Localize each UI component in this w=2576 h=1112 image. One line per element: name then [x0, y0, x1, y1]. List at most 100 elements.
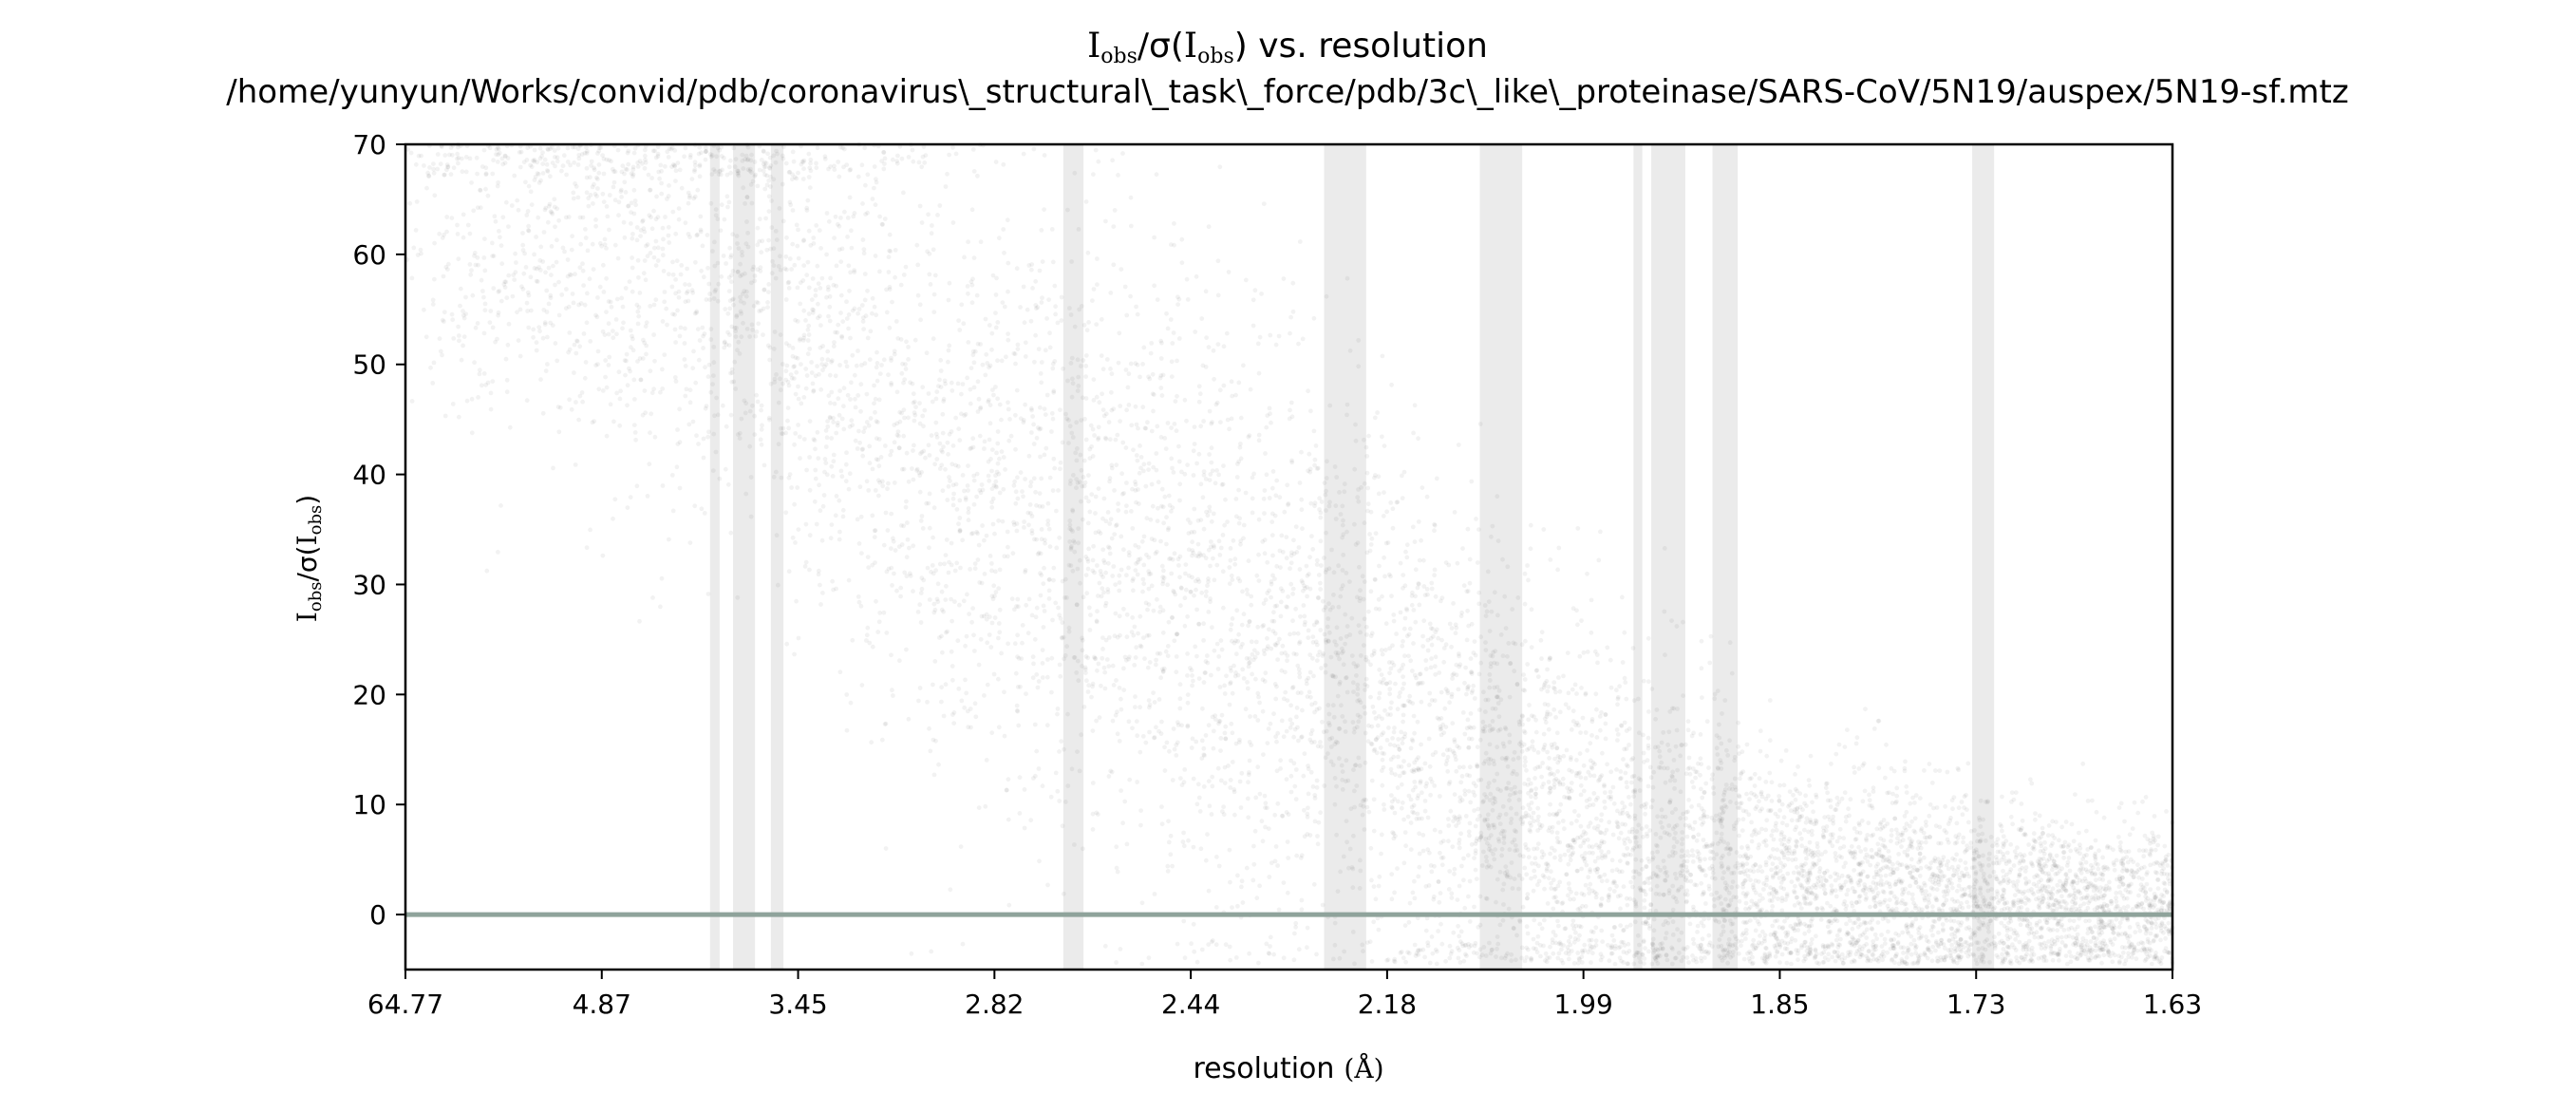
data-point: [549, 244, 555, 249]
data-point: [806, 228, 812, 234]
data-point: [2057, 958, 2061, 963]
data-point: [975, 557, 981, 562]
data-point: [911, 477, 916, 482]
data-point: [1777, 942, 1782, 947]
data-point: [1608, 794, 1613, 800]
data-point: [999, 358, 1005, 364]
data-point: [448, 145, 454, 150]
data-point: [461, 212, 466, 217]
data-point: [920, 413, 926, 419]
data-point: [696, 442, 701, 446]
data-point: [660, 246, 666, 252]
data-point: [1349, 653, 1355, 658]
data-point: [1429, 656, 1434, 661]
data-point: [611, 179, 617, 185]
data-point: [550, 211, 555, 217]
data-point: [1608, 789, 1613, 795]
data-point: [1093, 511, 1098, 516]
data-point: [1136, 487, 1140, 492]
data-point: [542, 157, 548, 162]
data-point: [970, 147, 976, 152]
data-point: [1032, 636, 1038, 642]
data-point: [1481, 849, 1486, 855]
data-point: [1305, 925, 1310, 931]
data-point: [1833, 937, 1839, 943]
data-point: [847, 471, 853, 477]
data-point: [1200, 706, 1205, 711]
data-point: [2150, 830, 2155, 836]
data-point: [1719, 856, 1724, 861]
data-point: [1470, 688, 1476, 693]
data-point: [473, 325, 479, 330]
data-point: [1602, 783, 1607, 789]
data-point: [1532, 846, 1536, 852]
data-point: [722, 156, 726, 160]
data-point: [653, 217, 659, 222]
data-point: [1589, 597, 1594, 603]
data-point: [1555, 839, 1561, 845]
data-point: [697, 162, 703, 168]
data-point: [698, 227, 704, 233]
data-point: [1960, 812, 1965, 818]
data-point: [765, 305, 770, 310]
data-point: [801, 238, 806, 244]
data-point: [1465, 608, 1470, 613]
data-point: [1368, 694, 1373, 700]
data-point: [1367, 532, 1372, 537]
data-point: [625, 505, 630, 510]
data-point: [1800, 807, 1805, 813]
data-point: [2055, 882, 2060, 888]
data-point: [2154, 955, 2160, 960]
data-point: [821, 493, 827, 498]
data-point: [1566, 843, 1570, 849]
data-point: [1751, 882, 1756, 888]
data-point: [800, 278, 806, 283]
data-point: [2046, 874, 2052, 879]
data-point: [1344, 412, 1349, 418]
data-point: [551, 465, 555, 471]
data-point: [1633, 857, 1639, 862]
data-point: [2155, 877, 2161, 882]
data-point: [1394, 499, 1400, 505]
data-point: [2089, 949, 2094, 953]
data-point: [898, 523, 904, 528]
data-point: [1290, 309, 1296, 314]
data-point: [1001, 455, 1006, 460]
data-point: [890, 688, 894, 693]
data-point: [1719, 805, 1724, 810]
data-point: [1329, 735, 1335, 741]
data-point: [1614, 767, 1619, 772]
data-point: [1023, 568, 1028, 573]
data-point: [1398, 951, 1403, 955]
data-point: [2046, 871, 2052, 876]
data-point: [1791, 792, 1796, 798]
data-point: [1026, 453, 1032, 459]
data-point: [488, 390, 494, 396]
data-point: [1574, 868, 1580, 874]
data-point: [1001, 486, 1006, 492]
data-point: [616, 213, 621, 218]
data-point: [540, 410, 546, 416]
data-point: [1409, 737, 1415, 743]
data-point: [1479, 952, 1485, 958]
data-point: [595, 349, 601, 354]
data-point: [1976, 854, 1982, 859]
ice-ring-band: [1062, 144, 1084, 970]
data-point: [2161, 908, 2167, 914]
data-point: [1261, 201, 1267, 207]
data-point: [1034, 671, 1040, 677]
data-point: [1778, 758, 1784, 763]
data-point: [1360, 812, 1365, 818]
data-point: [1201, 680, 1207, 685]
data-point: [1452, 866, 1457, 872]
data-point: [1379, 851, 1383, 857]
data-point: [1002, 250, 1006, 255]
data-point: [2162, 887, 2168, 893]
data-point: [1504, 874, 1510, 879]
data-point: [1093, 530, 1099, 536]
data-point: [1330, 605, 1335, 610]
data-point: [1083, 396, 1089, 401]
data-point: [1784, 822, 1790, 828]
data-point: [1670, 853, 1676, 858]
data-point: [1310, 547, 1316, 552]
